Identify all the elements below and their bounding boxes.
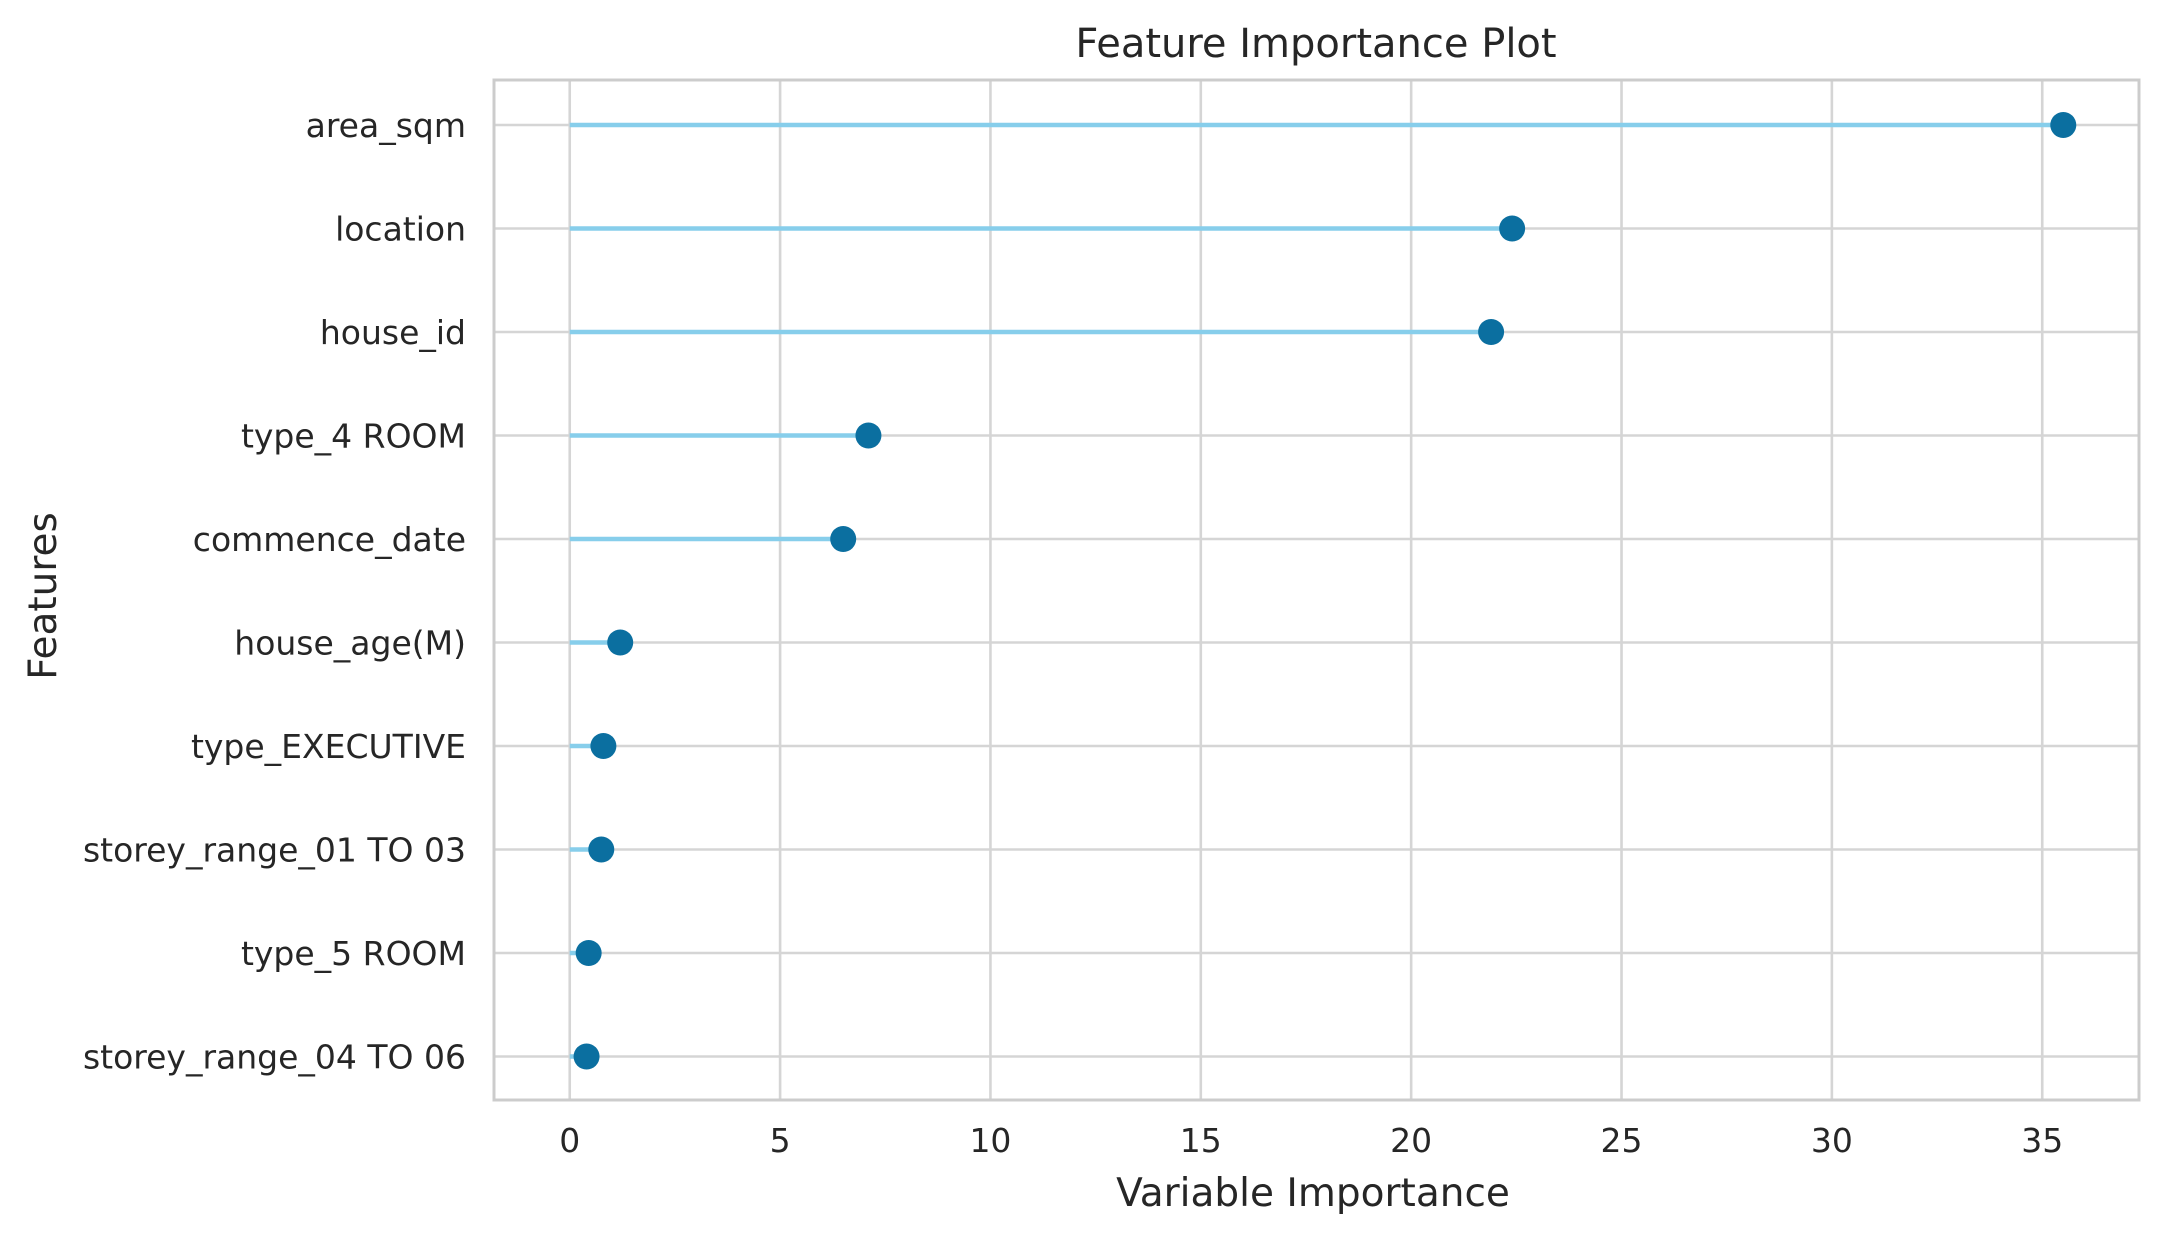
x-tick-label-10: 10 (969, 1121, 1011, 1160)
x-tick-label-35: 35 (2021, 1121, 2063, 1160)
x-tick-label-0: 0 (559, 1121, 580, 1160)
y-tick-label-5: house_age(M) (234, 624, 466, 663)
marker-9 (573, 1043, 600, 1070)
y-tick-label-1: location (335, 210, 466, 249)
marker-5 (607, 629, 634, 656)
chart-title: Feature Importance Plot (1075, 21, 1556, 67)
y-tick-label-2: house_id (320, 313, 466, 352)
grid-layer (494, 80, 2139, 1100)
x-tick-labels: 0 5 10 15 20 25 30 35 (559, 1121, 2063, 1160)
marker-2 (1478, 319, 1505, 345)
marker-7 (588, 836, 615, 863)
x-tick-label-15: 15 (1180, 1121, 1222, 1160)
x-tick-label-20: 20 (1390, 1121, 1432, 1160)
y-tick-label-7: storey_range_01 TO 03 (83, 831, 466, 870)
marker-0 (2050, 112, 2077, 138)
x-tick-label-30: 30 (1811, 1121, 1853, 1160)
marker-layer (573, 112, 2077, 1070)
y-tick-label-4: commence_date (193, 520, 466, 559)
y-tick-label-0: area_sqm (306, 106, 466, 145)
marker-4 (830, 526, 857, 552)
x-tick-label-5: 5 (770, 1121, 791, 1160)
marker-1 (1499, 215, 1526, 242)
stem-layer (569, 122, 2064, 1059)
plot-frame (492, 78, 2141, 1102)
y-tick-label-8: type_5 ROOM (241, 934, 466, 973)
y-tick-label-9: storey_range_04 TO 06 (83, 1038, 466, 1077)
x-axis-label: Variable Importance (1116, 1171, 1510, 1216)
marker-3 (855, 422, 882, 449)
marker-8 (575, 940, 602, 966)
y-axis-label: Features (21, 512, 66, 680)
marker-6 (590, 733, 617, 759)
y-tick-label-6: type_EXECUTIVE (191, 727, 466, 766)
x-tick-label-25: 25 (1601, 1121, 1643, 1160)
y-tick-labels: area_sqm location house_id type_4 ROOM comme… (83, 106, 466, 1077)
y-tick-label-3: type_4 ROOM (241, 417, 466, 456)
